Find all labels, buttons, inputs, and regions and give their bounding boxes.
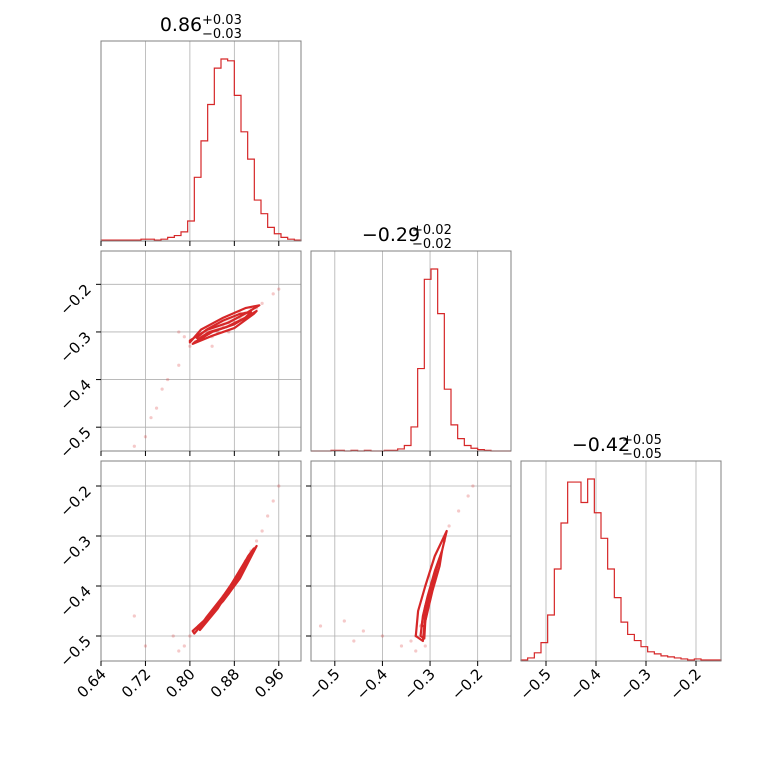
sample-point <box>132 614 136 618</box>
contour-level-1 <box>191 544 258 635</box>
sample-point <box>471 484 475 488</box>
sample-point <box>271 499 275 503</box>
sample-point <box>188 634 192 638</box>
tick-layer: −0.5 −0.4 −0.3 −0.2−0.5−0.4−0.3−0.20.64 0.72… <box>56 241 705 704</box>
contour-layer <box>188 304 448 643</box>
contour-level-2 <box>191 309 258 345</box>
x-tick-label: −0.3 <box>616 665 654 703</box>
sample-point <box>352 639 356 643</box>
diag-panel-0 <box>100 40 302 242</box>
diag-panel-1 <box>310 250 512 452</box>
x-tick-label: −0.2 <box>448 665 486 703</box>
x-tick-label: −0.2 <box>666 665 704 703</box>
x-tick-label: −0.3 <box>400 665 438 703</box>
title-layer: 0.86 +0.03−0.03 −0.29+0.02−0.02 −0.42+0.05−… <box>160 13 662 462</box>
sample-point <box>277 484 281 488</box>
sample-point <box>166 377 170 382</box>
sample-point <box>380 634 385 638</box>
x-tick-label: 0.96 <box>251 665 287 701</box>
sample-point <box>457 509 461 513</box>
diag-panel-2 <box>520 460 722 662</box>
sample-point <box>171 634 175 638</box>
contour-level-1 <box>188 304 261 344</box>
param-title-plus-2: +0.05 <box>622 433 662 448</box>
histogram-1 <box>311 268 511 452</box>
y-tick-label: −0.3 <box>56 532 94 570</box>
sample-point <box>177 330 181 334</box>
sample-point <box>182 644 186 648</box>
y-tick-label: −0.2 <box>56 280 94 318</box>
histogram-layer <box>100 58 722 661</box>
contour-level-2 <box>420 564 439 628</box>
sample-point <box>361 629 365 633</box>
x-tick-label: 0.64 <box>73 665 109 701</box>
x-tick-label: −0.5 <box>516 665 554 703</box>
sample-point <box>182 335 186 339</box>
sample-point <box>132 444 136 448</box>
sample-point <box>177 649 181 653</box>
sample-point <box>177 363 181 367</box>
sample-point <box>318 624 323 628</box>
contour-level-2 <box>202 569 244 623</box>
x-tick-label: −0.4 <box>353 665 391 703</box>
param-title-minus-1: −0.02 <box>412 237 452 252</box>
y-tick-label: −0.2 <box>56 482 94 520</box>
sample-point <box>260 301 264 305</box>
param-title-1: −0.29 <box>362 224 420 246</box>
sample-point <box>260 529 264 533</box>
sample-point <box>277 287 281 291</box>
y-tick-label: −0.3 <box>56 328 94 366</box>
sample-point <box>254 539 259 543</box>
sample-point <box>342 619 346 623</box>
contour-level-1 <box>414 529 448 643</box>
x-tick-label: 0.72 <box>118 665 154 701</box>
scatter-layer <box>132 287 475 653</box>
sample-point <box>143 435 148 439</box>
y-tick-label: −0.4 <box>56 582 94 620</box>
sample-point <box>447 524 451 528</box>
y-tick-label: −0.5 <box>56 423 94 461</box>
param-title-minus-0: −0.03 <box>202 27 242 42</box>
param-title-plus-0: +0.03 <box>202 13 242 28</box>
panel-frames <box>100 40 722 662</box>
param-title-0: 0.86 <box>160 14 202 36</box>
pair-panel-1 <box>100 460 302 662</box>
param-title-minus-2: −0.05 <box>622 447 662 462</box>
sample-point <box>149 416 153 420</box>
x-tick-label: −0.5 <box>305 665 343 703</box>
sample-point <box>271 292 275 296</box>
grid-layer <box>100 41 697 661</box>
sample-point <box>266 514 270 518</box>
x-tick-label: 0.80 <box>162 665 198 701</box>
sample-point <box>210 344 214 348</box>
histogram-2 <box>520 478 722 661</box>
pair-panel-0 <box>100 250 302 452</box>
x-tick-label: 0.88 <box>207 665 243 701</box>
sample-point <box>160 387 164 391</box>
sample-point <box>409 639 413 643</box>
y-tick-label: −0.5 <box>56 632 94 670</box>
sample-point <box>399 644 404 648</box>
sample-point <box>423 644 427 648</box>
y-tick-label: −0.4 <box>56 376 94 414</box>
x-tick-label: −0.4 <box>566 665 604 703</box>
sample-point <box>143 644 148 648</box>
sample-point <box>466 494 470 498</box>
sample-point <box>154 406 159 410</box>
histogram-0 <box>100 58 302 241</box>
param-title-2: −0.42 <box>572 434 630 456</box>
pair-panel-2 <box>310 460 512 662</box>
param-title-plus-1: +0.02 <box>412 223 452 238</box>
sample-point <box>188 344 192 348</box>
sample-point <box>414 649 418 653</box>
